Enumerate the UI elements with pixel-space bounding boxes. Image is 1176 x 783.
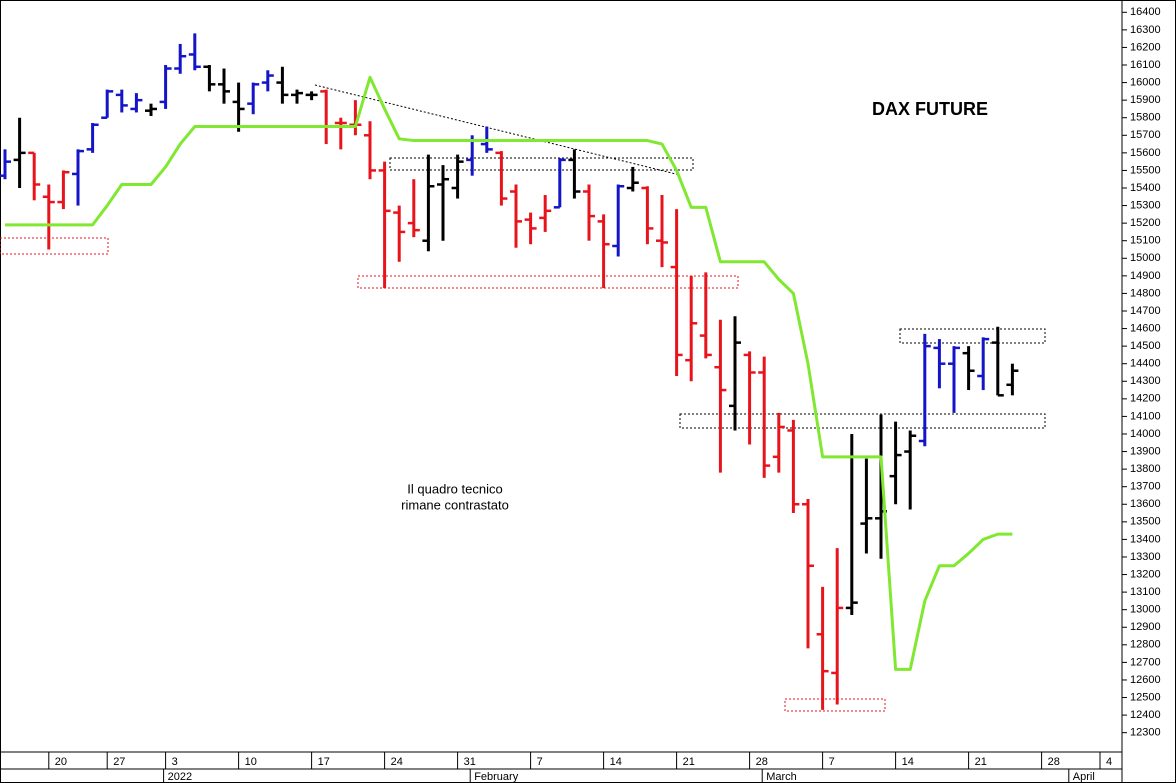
trailing-stop-line <box>5 75 1013 671</box>
y-tick-label: 15200 <box>1130 217 1161 229</box>
y-tick-label: 13500 <box>1130 516 1161 528</box>
y-tick-label: 12700 <box>1130 656 1161 668</box>
x-tick-label: 28 <box>756 756 768 768</box>
month-label: March <box>766 771 797 783</box>
x-tick-label: 14 <box>610 756 622 768</box>
month-label: April <box>1073 771 1095 783</box>
y-tick-label: 15400 <box>1130 182 1161 194</box>
y-tick-label: 14600 <box>1130 322 1161 334</box>
x-tick-label: 3 <box>172 756 178 768</box>
y-tick-label: 15100 <box>1130 235 1161 247</box>
x-tick-label: 10 <box>245 756 257 768</box>
resistance-zone <box>899 328 1046 344</box>
y-tick-label: 13800 <box>1130 463 1161 475</box>
y-tick-label: 13400 <box>1130 533 1161 545</box>
annotation-text: rimane contrastato <box>401 497 509 512</box>
y-tick-label: 15900 <box>1130 94 1161 106</box>
x-tick-label: 21 <box>975 756 987 768</box>
y-tick-label: 13900 <box>1130 445 1161 457</box>
x-tick-label: 27 <box>113 756 125 768</box>
x-tick-label: 14 <box>902 756 914 768</box>
y-tick-label: 14300 <box>1130 375 1161 387</box>
trendline <box>314 84 681 176</box>
y-tick-label: 13100 <box>1130 586 1161 598</box>
x-tick-label: 7 <box>537 756 543 768</box>
y-tick-label: 14700 <box>1130 305 1161 317</box>
y-tick-label: 14800 <box>1130 287 1161 299</box>
x-axis-labels: 20 27 3 10 17 24 31 7 14 21 28 7 14 21 28 4 2022 February… <box>48 752 1112 783</box>
y-tick-label: 13200 <box>1130 568 1161 580</box>
support-zone <box>357 275 739 289</box>
y-tick-label: 15300 <box>1130 199 1161 211</box>
y-tick-label: 14900 <box>1130 270 1161 282</box>
month-label: February <box>474 771 519 783</box>
y-tick-label: 14100 <box>1130 410 1161 422</box>
y-tick-label: 15000 <box>1130 252 1161 264</box>
x-tick-label: 20 <box>55 756 67 768</box>
x-tick-label: 7 <box>829 756 835 768</box>
y-tick-label: 14500 <box>1130 340 1161 352</box>
annotation-text: Il quadro tecnico <box>407 481 502 496</box>
y-tick-label: 16200 <box>1130 41 1161 53</box>
y-tick-label: 12900 <box>1130 621 1161 633</box>
y-tick-label: 12800 <box>1130 639 1161 651</box>
support-zone <box>784 698 886 712</box>
x-tick-label: 28 <box>1048 756 1060 768</box>
y-tick-label: 12500 <box>1130 691 1161 703</box>
y-tick-label: 12600 <box>1130 674 1161 686</box>
y-tick-label: 13300 <box>1130 551 1161 563</box>
x-tick-label: 4 <box>1106 756 1112 768</box>
y-tick-label: 16000 <box>1130 76 1161 88</box>
y-tick-label: 14400 <box>1130 358 1161 370</box>
y-tick-label: 16100 <box>1130 59 1161 71</box>
resistance-zone <box>679 413 1046 429</box>
y-tick-label: 13000 <box>1130 604 1161 616</box>
y-tick-label: 15700 <box>1130 129 1161 141</box>
x-tick-label: 31 <box>464 756 476 768</box>
x-tick-label: 21 <box>683 756 695 768</box>
month-label: 2022 <box>168 771 192 783</box>
y-tick-label: 15500 <box>1130 164 1161 176</box>
y-tick-label: 16400 <box>1130 6 1161 18</box>
y-tick-label: 15600 <box>1130 147 1161 159</box>
y-tick-label: 14200 <box>1130 393 1161 405</box>
y-tick-label: 14000 <box>1130 428 1161 440</box>
chart-title: DAX FUTURE <box>872 99 988 119</box>
x-tick-label: 17 <box>318 756 330 768</box>
y-tick-label: 13700 <box>1130 481 1161 493</box>
x-tick-label: 24 <box>391 756 403 768</box>
y-tick-label: 15800 <box>1130 112 1161 124</box>
y-tick-label: 13600 <box>1130 498 1161 510</box>
resistance-zone <box>389 157 694 171</box>
support-zone <box>0 237 109 255</box>
y-tick-label: 12400 <box>1130 709 1161 721</box>
annotations <box>0 84 1046 712</box>
y-tick-label: 12300 <box>1130 727 1161 739</box>
y-tick-label: 16300 <box>1130 24 1161 36</box>
